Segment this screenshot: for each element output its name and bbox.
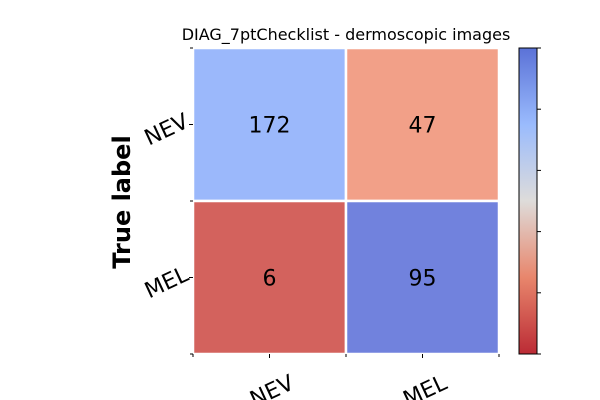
colorbar [518, 47, 541, 355]
heatmap-cells: 172 47 6 95 [191, 46, 501, 356]
heatmap-cell [191, 46, 348, 203]
heatmap-cell [344, 199, 501, 356]
colorbar-gradient [518, 47, 538, 355]
x-tick-label: NEV [246, 371, 298, 400]
cell-value-label: 6 [263, 267, 277, 292]
heatmap-cell [191, 199, 348, 356]
chart-title: DIAG_7ptChecklist - dermoscopic images [182, 25, 511, 45]
cell-value-label: 47 [409, 114, 437, 139]
y-axis-label: True label [108, 135, 136, 268]
heatmap-cell [344, 46, 501, 203]
x-tick-label: MEL [400, 370, 452, 400]
cell-value-label: 95 [409, 267, 437, 292]
y-tick-label: NEV [141, 109, 193, 151]
y-tick-label: MEL [141, 262, 193, 304]
cell-value-label: 172 [249, 114, 291, 139]
